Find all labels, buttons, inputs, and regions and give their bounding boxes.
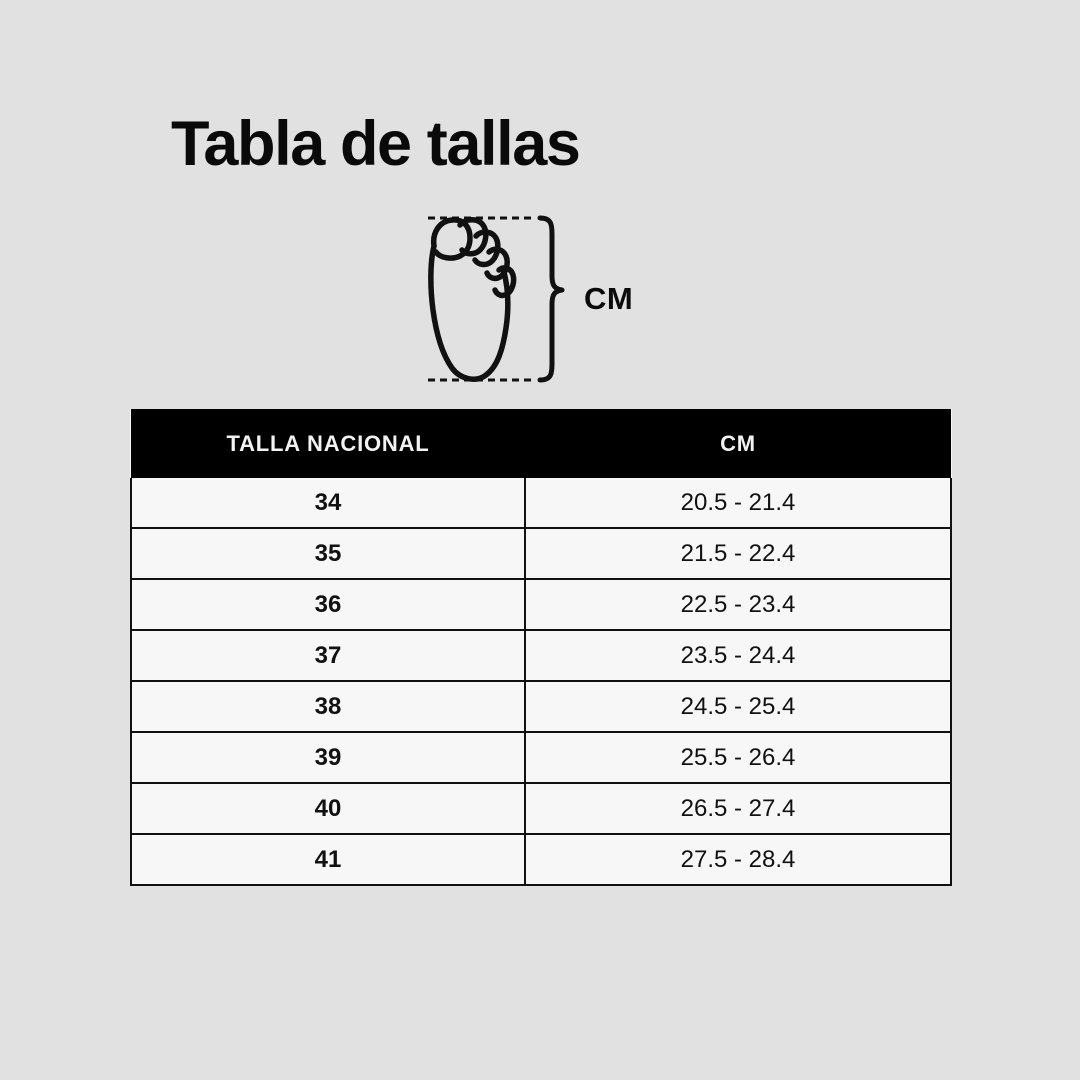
cell-cm: 26.5 - 27.4 — [525, 783, 952, 835]
table-header-row: TALLA NACIONAL CM — [131, 409, 951, 478]
page-title: Tabla de tallas — [171, 109, 581, 179]
column-header-cm: CM — [525, 409, 951, 478]
cell-size: 35 — [130, 528, 526, 580]
cell-size: 34 — [130, 478, 526, 529]
cell-size: 37 — [130, 630, 526, 682]
table-row: 36 22.5 - 23.4 — [130, 579, 952, 631]
cell-cm: 25.5 - 26.4 — [525, 732, 952, 784]
foot-measurement-diagram — [410, 200, 660, 400]
foot-outline-icon — [428, 217, 517, 382]
curly-brace-icon — [537, 215, 565, 383]
table-row: 34 20.5 - 21.4 — [130, 478, 952, 529]
cell-size: 41 — [130, 834, 526, 886]
cell-size: 36 — [130, 579, 526, 631]
cm-measure-label: CM — [584, 281, 634, 316]
cell-cm: 27.5 - 28.4 — [525, 834, 952, 886]
table-row: 37 23.5 - 24.4 — [130, 630, 952, 682]
cell-size: 40 — [130, 783, 526, 835]
table-body: 34 20.5 - 21.4 35 21.5 - 22.4 36 22.5 - … — [130, 478, 952, 886]
cell-cm: 20.5 - 21.4 — [525, 478, 952, 529]
table-row: 40 26.5 - 27.4 — [130, 783, 952, 835]
cell-size: 38 — [130, 681, 526, 733]
table-row: 38 24.5 - 25.4 — [130, 681, 952, 733]
column-header-talla-nacional: TALLA NACIONAL — [131, 409, 525, 478]
cell-cm: 22.5 - 23.4 — [525, 579, 952, 631]
table-row: 41 27.5 - 28.4 — [130, 834, 952, 886]
cell-size: 39 — [130, 732, 526, 784]
cell-cm: 23.5 - 24.4 — [525, 630, 952, 682]
cell-cm: 24.5 - 25.4 — [525, 681, 952, 733]
size-chart-table: TALLA NACIONAL CM 34 20.5 - 21.4 35 21.5… — [130, 409, 952, 886]
table-row: 39 25.5 - 26.4 — [130, 732, 952, 784]
table-row: 35 21.5 - 22.4 — [130, 528, 952, 580]
cell-cm: 21.5 - 22.4 — [525, 528, 952, 580]
